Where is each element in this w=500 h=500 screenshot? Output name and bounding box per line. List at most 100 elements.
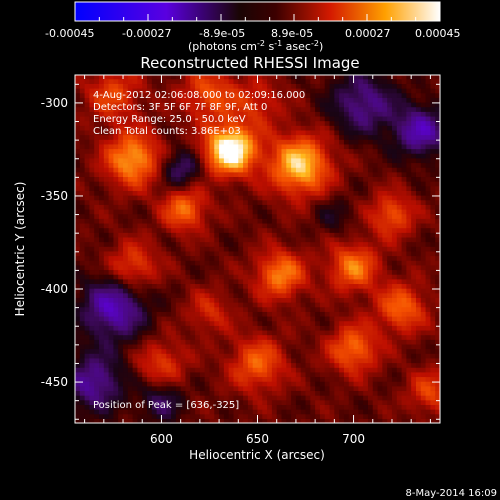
heatmap-cell xyxy=(137,269,143,275)
heatmap-cell xyxy=(84,227,91,233)
heatmap-cell xyxy=(262,362,268,368)
heatmap-cell xyxy=(363,250,369,257)
heatmap-cell xyxy=(79,236,86,243)
heatmap-cell xyxy=(94,329,100,336)
heatmap-cell xyxy=(271,92,278,98)
heatmap-cell xyxy=(94,139,100,145)
heatmap-cell xyxy=(94,134,100,140)
heatmap-cell xyxy=(161,418,167,423)
heatmap-cell xyxy=(257,395,263,401)
heatmap-cell xyxy=(84,362,91,368)
heatmap-cell xyxy=(358,367,364,373)
heatmap-cell xyxy=(339,260,345,266)
heatmap-cell xyxy=(137,236,143,243)
heatmap-cell xyxy=(343,246,350,252)
heatmap-cell xyxy=(243,111,249,117)
heatmap-cell xyxy=(108,395,115,401)
heatmap-cell xyxy=(252,404,259,410)
heatmap-cell xyxy=(209,92,215,98)
heatmap-cell xyxy=(161,190,167,196)
heatmap-cell xyxy=(257,311,263,317)
heatmap-cell xyxy=(113,329,119,336)
heatmap-cell xyxy=(310,199,316,205)
heatmap-cell xyxy=(166,385,172,392)
heatmap-cell xyxy=(262,139,268,145)
heatmap-cell xyxy=(103,357,110,364)
heatmap-cell xyxy=(151,83,158,89)
heatmap-cell xyxy=(99,260,105,266)
heatmap-cell xyxy=(166,111,172,117)
heatmap-cell xyxy=(166,381,172,387)
heatmap-cell xyxy=(94,97,100,103)
heatmap-cell xyxy=(382,83,388,89)
heatmap-cell xyxy=(84,111,91,117)
heatmap-cell xyxy=(199,371,206,378)
heatmap-cell xyxy=(103,101,110,108)
heatmap-cell xyxy=(276,204,283,210)
heatmap-cell xyxy=(305,134,311,140)
heatmap-cell xyxy=(372,413,379,419)
heatmap-cell xyxy=(228,227,235,233)
heatmap-cell xyxy=(94,106,100,112)
heatmap-cell xyxy=(324,167,331,173)
heatmap-cell xyxy=(372,236,379,243)
heatmap-cell xyxy=(295,311,302,317)
heatmap-cell xyxy=(343,236,350,243)
heatmap-cell xyxy=(142,399,148,405)
heatmap-cell xyxy=(118,348,124,354)
heatmap-cell xyxy=(180,278,187,285)
heatmap-cell xyxy=(310,167,316,173)
heatmap-cell xyxy=(209,418,215,423)
heatmap-cell xyxy=(151,246,158,252)
heatmap-cell xyxy=(79,260,86,266)
heatmap-cell xyxy=(291,353,297,359)
heatmap-cell xyxy=(382,283,388,289)
heatmap-cell xyxy=(223,302,230,308)
heatmap-cell xyxy=(113,274,119,280)
heatmap-cell xyxy=(257,302,263,308)
colorbar-tick-label-4: 0.00027 xyxy=(345,27,391,40)
heatmap-cell xyxy=(137,232,143,238)
heatmap-cell xyxy=(190,171,196,178)
heatmap-cell xyxy=(300,75,307,80)
heatmap-cell xyxy=(190,185,196,191)
heatmap-cell xyxy=(223,106,230,112)
heatmap-cell xyxy=(387,190,393,196)
heatmap-cell xyxy=(228,381,235,387)
heatmap-cell xyxy=(223,381,230,387)
heatmap-cell xyxy=(329,264,335,271)
heatmap-cell xyxy=(79,115,86,122)
heatmap-cell xyxy=(142,269,148,275)
heatmap-cell xyxy=(252,334,259,340)
heatmap-cell xyxy=(343,106,350,112)
heatmap-cell xyxy=(151,399,158,405)
heatmap-cell xyxy=(363,395,369,401)
heatmap-cell xyxy=(300,195,307,201)
heatmap-cell xyxy=(118,413,124,419)
heatmap-cell xyxy=(175,185,182,191)
heatmap-cell xyxy=(137,88,143,94)
heatmap-cell xyxy=(233,325,239,331)
heatmap-cell xyxy=(219,315,225,322)
heatmap-cell xyxy=(319,129,326,136)
heatmap-cell xyxy=(156,302,163,308)
heatmap-cell xyxy=(271,213,278,219)
heatmap-cell xyxy=(243,101,249,108)
heatmap-cell xyxy=(75,381,81,387)
heatmap-cell xyxy=(228,278,235,285)
heatmap-cell xyxy=(89,195,95,201)
heatmap-cell xyxy=(281,385,287,392)
heatmap-cell xyxy=(142,339,148,345)
heatmap-cell xyxy=(367,274,374,280)
heatmap-cell xyxy=(137,153,143,159)
heatmap-cell xyxy=(243,78,249,84)
heatmap-cell xyxy=(195,241,201,247)
heatmap-cell xyxy=(339,246,345,252)
heatmap-cell xyxy=(209,269,215,275)
heatmap-cell xyxy=(113,381,119,387)
heatmap-cell xyxy=(315,362,321,368)
heatmap-cell xyxy=(281,390,287,396)
heatmap-cell xyxy=(171,83,177,89)
heatmap-cell xyxy=(252,162,259,168)
heatmap-cell xyxy=(204,162,211,168)
